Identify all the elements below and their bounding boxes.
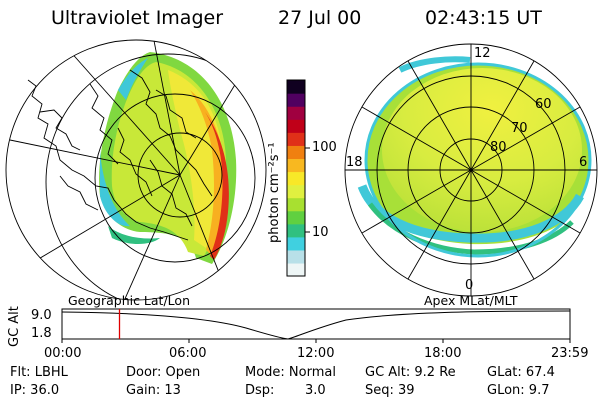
colorbar-tick-10: 10	[312, 225, 329, 240]
gc-alt-info: GC Alt: 9.2 Re	[365, 365, 456, 380]
mlt-label-6: 6	[579, 155, 588, 170]
date-label: 27 Jul 00	[278, 7, 362, 29]
colorbar-segment	[287, 119, 305, 133]
door-info: Door: Open	[126, 365, 201, 380]
mlat-label-80: 80	[490, 140, 507, 155]
timeline-tick-2359: 23:59	[551, 346, 589, 361]
dsp-value: 3.0	[305, 383, 326, 398]
colorbar-segment	[287, 197, 305, 212]
dsp-label: Dsp:	[245, 383, 275, 398]
mlt-label-18: 18	[346, 155, 363, 170]
mlat-label-70: 70	[511, 121, 528, 136]
timeline-ytick-bottom: 1.8	[31, 326, 52, 341]
timeline-ytick-top: 9.0	[31, 308, 52, 323]
altitude-curve	[61, 310, 571, 340]
colorbar-segment	[287, 249, 305, 264]
timeline-axis-title: GC Alt	[7, 306, 22, 347]
mode-info: Mode: Normal	[245, 365, 336, 380]
timeline-tick-0000: 00:00	[44, 346, 82, 361]
filter-info: Flt: LBHL	[10, 365, 68, 380]
colorbar-segment	[287, 158, 305, 173]
gain-info: Gain: 13	[126, 383, 181, 398]
colorbar-segment	[287, 106, 305, 120]
colorbar-segment	[287, 93, 305, 107]
seq-info: Seq: 39	[365, 383, 415, 398]
ip-info: IP: 36.0	[10, 383, 60, 398]
colorbar-segment	[287, 262, 305, 277]
mlt-label-0: 0	[465, 278, 474, 293]
right-panel-caption: Apex MLat/MLT	[424, 293, 518, 308]
colorbar-segment	[287, 145, 305, 159]
colorbar-segment	[287, 184, 305, 199]
left-panel-caption: Geographic Lat/Lon	[68, 293, 190, 308]
timeline-tick-1200: 12:00	[297, 346, 335, 361]
timeline-tick-1800: 18:00	[424, 346, 462, 361]
colorbar-segment	[287, 171, 305, 186]
instrument-title: Ultraviolet Imager	[51, 7, 224, 29]
colorbar-segment	[287, 210, 305, 225]
glon-info: GLon: 9.7	[487, 383, 550, 398]
time-label: 02:43:15 UT	[425, 7, 542, 29]
mlt-label-12: 12	[474, 46, 491, 61]
glat-info: GLat: 67.4	[487, 365, 555, 380]
colorbar-segment	[287, 236, 305, 251]
mlat-mlt-grid	[344, 43, 598, 297]
colorbar-segment	[287, 80, 305, 94]
timeline-tick-0600: 06:00	[169, 346, 207, 361]
colorbar-tick-100: 100	[312, 140, 337, 155]
mlat-label-60: 60	[535, 97, 552, 112]
colorbar-segment	[287, 223, 305, 238]
colorbar-segment	[287, 132, 305, 146]
lat-lon-graticule	[5, 39, 267, 301]
